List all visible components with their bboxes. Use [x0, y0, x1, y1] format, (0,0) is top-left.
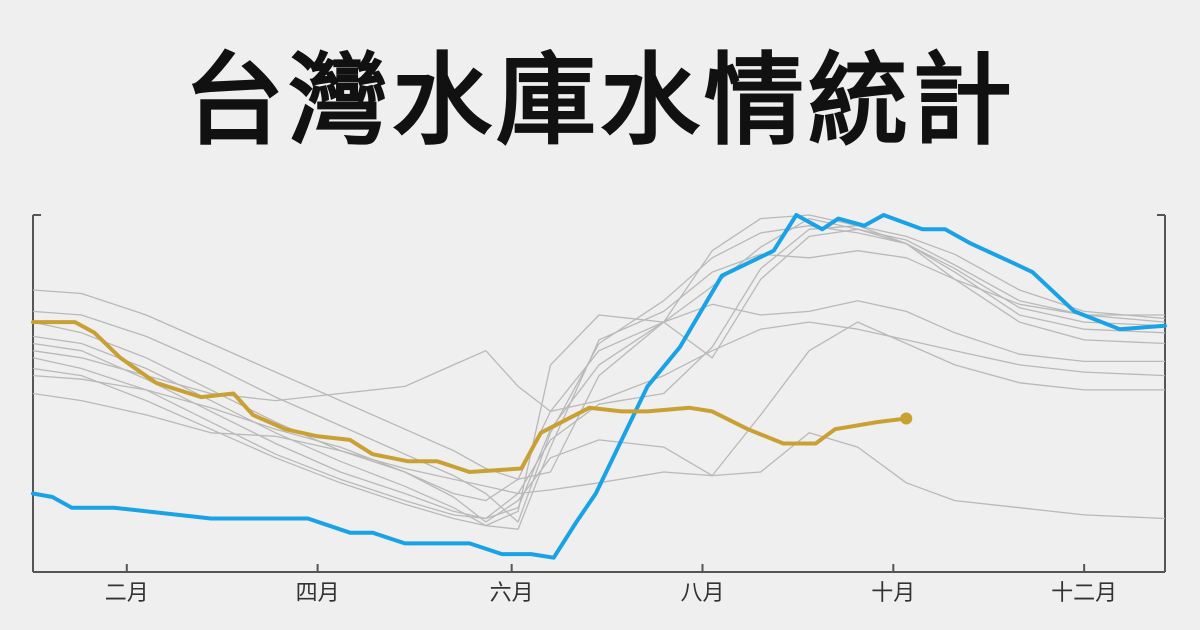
- history-lines: [32, 214, 1166, 530]
- history-series-line: [32, 321, 1166, 413]
- x-tick-label: 四月: [296, 581, 340, 606]
- highlight-series-line: [31, 213, 1167, 560]
- history-series-line: [32, 321, 1165, 495]
- history-series-line: [32, 214, 1166, 480]
- x-tick-label: 二月: [105, 581, 149, 606]
- history-series-line: [32, 228, 1166, 527]
- highlight-series-line: [31, 320, 909, 474]
- history-series-line: [32, 225, 1166, 523]
- history-series-line: [32, 374, 1166, 523]
- x-tick-label: 十二月: [1051, 581, 1117, 606]
- x-tick-label: 六月: [490, 581, 534, 606]
- history-series-line: [32, 250, 1165, 530]
- x-tick-label: 八月: [680, 581, 724, 606]
- history-series-line: [32, 225, 1166, 520]
- x-tick-labels: 二月 四月 六月 八月 十月 十二月: [105, 564, 1117, 606]
- page-title: 台灣水庫水情統計: [184, 41, 1016, 159]
- highlight-lines: [31, 213, 1167, 560]
- x-tick-label: 十月: [871, 581, 915, 606]
- series-end-marker: [900, 412, 913, 425]
- history-series-line: [32, 300, 1165, 520]
